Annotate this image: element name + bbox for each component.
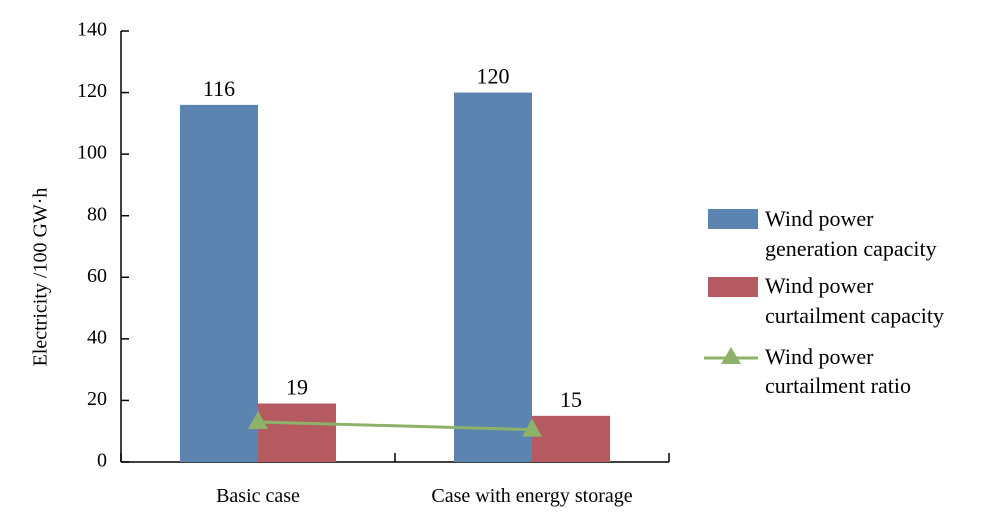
bar (258, 403, 336, 462)
legend-marker-ratio-icon (721, 347, 741, 364)
labels: 116 120 19 15 (203, 64, 582, 412)
x-tick-label: Basic case (216, 485, 300, 507)
bar-data-label: 120 (477, 64, 510, 89)
legend-label-generation-line1: Wind power (765, 206, 874, 231)
bar-data-label: 116 (203, 76, 235, 101)
bar (180, 104, 258, 462)
y-tick-label: 120 (77, 80, 107, 102)
line-series (248, 410, 542, 437)
axes: 0 20 40 60 80 100 120 140 Basic case Case with en… (77, 19, 670, 507)
bars (180, 92, 610, 463)
y-tick-label: 0 (97, 450, 107, 472)
y-tick-label: 20 (87, 388, 107, 410)
x-tick-label: Case with energy storage (431, 485, 632, 507)
y-tick-label: 60 (87, 265, 107, 287)
y-tick-label: 80 (87, 203, 107, 225)
legend-label-generation-line2: generation capacity (765, 236, 937, 261)
legend-swatch-curtailment (708, 277, 758, 297)
legend-swatch-generation (708, 209, 758, 229)
legend-label-curtailment-line2: curtailment capacity (765, 303, 944, 328)
y-tick-label: 140 (77, 19, 107, 41)
triangle-marker-icon (248, 410, 268, 429)
bar-data-label: 15 (560, 387, 582, 412)
legend-label-ratio-line2: curtailment ratio (765, 373, 911, 398)
bar-data-label: 19 (286, 375, 308, 400)
legend-label-curtailment-line1: Wind power (765, 273, 874, 298)
bar (454, 92, 532, 463)
bar (532, 415, 610, 462)
y-axis-title: Electricity /100 GW·h (30, 188, 52, 367)
legend-label-ratio-line1: Wind power (765, 344, 874, 369)
y-tick-label: 40 (87, 326, 107, 348)
y-tick-label: 100 (77, 142, 107, 164)
triangle-marker-icon (522, 418, 542, 437)
legend: Wind power generation capacity Wind powe… (704, 206, 944, 398)
series-line (257, 420, 533, 432)
